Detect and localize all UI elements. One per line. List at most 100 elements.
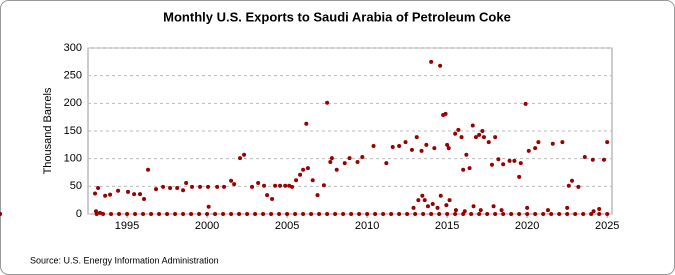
data-point: [360, 155, 365, 160]
data-point: [430, 202, 435, 207]
data-point: [222, 184, 227, 189]
x-tick-label: 2000: [195, 220, 219, 232]
data-point: [485, 212, 490, 216]
data-point: [473, 135, 478, 140]
data-point: [181, 188, 186, 193]
data-point: [197, 212, 202, 216]
data-point: [357, 212, 362, 216]
data-point: [237, 212, 242, 216]
data-point: [333, 212, 338, 216]
data-point: [414, 135, 419, 140]
x-tick-label: 2005: [275, 220, 299, 232]
data-point: [301, 212, 306, 216]
data-point: [125, 212, 130, 216]
data-point: [478, 208, 483, 213]
data-point: [0, 212, 2, 216]
data-point: [189, 212, 194, 216]
data-point: [416, 198, 421, 203]
data-point: [334, 167, 339, 172]
data-point: [242, 152, 247, 157]
data-point: [576, 184, 581, 189]
data-point: [509, 212, 514, 216]
data-point: [453, 208, 458, 213]
data-point: [486, 140, 491, 145]
data-point: [301, 167, 306, 172]
data-point: [549, 212, 554, 216]
data-point: [447, 198, 452, 203]
data-point: [329, 156, 334, 161]
data-point: [469, 212, 474, 216]
data-point: [424, 142, 429, 147]
data-point: [443, 111, 448, 116]
data-point: [605, 212, 610, 216]
data-point: [181, 212, 186, 216]
data-point: [256, 181, 261, 186]
data-point: [269, 212, 274, 216]
data-point: [293, 212, 298, 216]
data-point: [132, 192, 137, 197]
data-point: [328, 159, 333, 164]
data-point: [444, 203, 449, 208]
data-point: [108, 192, 113, 197]
data-point: [298, 172, 303, 177]
data-point: [141, 212, 146, 216]
data-point: [277, 212, 282, 216]
data-point: [419, 148, 424, 153]
data-point: [325, 212, 330, 216]
data-point: [365, 212, 370, 216]
data-point: [499, 208, 504, 213]
data-point: [581, 212, 586, 216]
data-point: [480, 129, 485, 133]
data-point: [435, 205, 440, 210]
data-point: [190, 184, 195, 189]
data-point: [213, 212, 218, 216]
data-point: [184, 181, 189, 186]
data-point: [270, 197, 275, 202]
data-point: [262, 183, 267, 188]
y-tick-label: 50: [70, 180, 82, 192]
data-point: [517, 174, 522, 179]
data-point: [493, 212, 498, 216]
x-tick-label: 2015: [435, 220, 459, 232]
data-point: [304, 121, 309, 126]
data-point: [229, 178, 234, 183]
data-point: [597, 207, 602, 212]
data-point: [526, 148, 531, 153]
data-point: [206, 204, 211, 209]
data-point: [321, 183, 326, 188]
data-point: [325, 100, 330, 105]
data-point: [349, 212, 354, 216]
data-point: [533, 212, 538, 216]
data-point: [420, 193, 425, 198]
data-point: [525, 205, 530, 210]
data-point: [305, 166, 310, 171]
data-point: [421, 212, 426, 216]
data-point: [437, 212, 442, 216]
data-point: [409, 147, 414, 152]
data-point: [142, 197, 147, 202]
data-point: [309, 212, 314, 216]
data-point: [461, 212, 466, 216]
data-point: [403, 140, 408, 145]
data-point: [518, 161, 523, 166]
data-point: [342, 161, 347, 166]
data-point: [232, 182, 237, 187]
data-point: [290, 184, 295, 189]
data-point: [536, 140, 541, 145]
data-point: [512, 158, 517, 163]
data-point: [425, 204, 430, 209]
data-point: [533, 146, 538, 151]
data-point: [253, 212, 258, 216]
data-point: [489, 162, 494, 167]
data-point: [221, 212, 226, 216]
data-point: [215, 184, 220, 189]
data-point: [397, 143, 402, 148]
data-point: [341, 212, 346, 216]
data-point: [565, 212, 570, 216]
y-axis-label: Thousand Barrels: [42, 87, 54, 174]
data-point: [205, 212, 210, 216]
data-point: [381, 212, 386, 216]
data-point: [168, 185, 173, 190]
data-point: [126, 189, 131, 194]
